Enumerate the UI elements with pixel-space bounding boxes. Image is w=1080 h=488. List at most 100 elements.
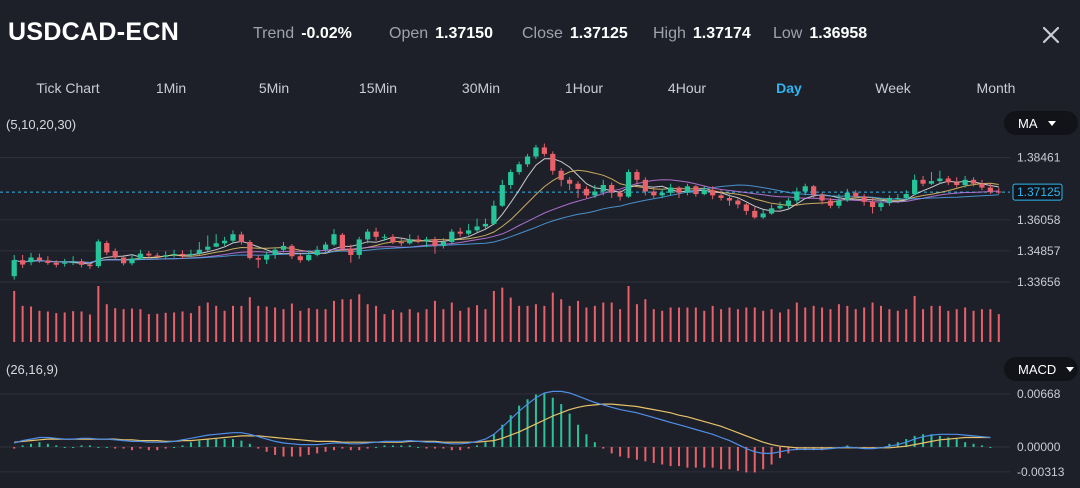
candle bbox=[768, 208, 775, 214]
macd-histogram-bar bbox=[972, 443, 975, 447]
macd-histogram-bar bbox=[139, 447, 142, 449]
macd-histogram-bar bbox=[467, 447, 470, 449]
volume-bar bbox=[501, 287, 504, 342]
volume-bar bbox=[173, 312, 176, 342]
macd-histogram-bar bbox=[829, 447, 832, 449]
candle bbox=[760, 213, 766, 218]
macd-histogram-bar bbox=[391, 445, 394, 447]
candle bbox=[280, 245, 287, 250]
macd-histogram-bar bbox=[131, 447, 134, 451]
macd-histogram-bar bbox=[787, 447, 790, 454]
macd-histogram-bar bbox=[223, 439, 226, 447]
volume-bar bbox=[635, 304, 638, 342]
tab-30min[interactable]: 30Min bbox=[461, 80, 501, 96]
candle bbox=[844, 192, 850, 201]
candle bbox=[95, 241, 101, 267]
macd-histogram-bar bbox=[324, 447, 327, 452]
macd-histogram-bar bbox=[156, 447, 159, 451]
chevron-down-icon bbox=[1066, 366, 1075, 372]
high-stat: High 1.37174 bbox=[653, 25, 751, 43]
volume-bar bbox=[383, 314, 386, 342]
volume-bar bbox=[198, 305, 201, 342]
volume-bar bbox=[778, 312, 781, 342]
volume-bar bbox=[829, 309, 832, 342]
tab-1min[interactable]: 1Min bbox=[155, 80, 187, 96]
trend-value: -0.02% bbox=[301, 25, 352, 42]
tab-4hour[interactable]: 4Hour bbox=[667, 80, 707, 96]
volume-bar bbox=[720, 309, 723, 342]
macd-histogram-bar bbox=[38, 442, 41, 447]
macd-select-value: MACD bbox=[1018, 361, 1057, 377]
candle bbox=[541, 147, 547, 154]
candle bbox=[811, 186, 817, 196]
candle bbox=[11, 260, 17, 277]
tab-month[interactable]: Month bbox=[976, 80, 1016, 96]
macd-tick-label: 0.00668 bbox=[1017, 387, 1061, 401]
candle bbox=[213, 243, 219, 247]
candle bbox=[331, 234, 337, 245]
price-tick-label: 1.34857 bbox=[1017, 244, 1061, 258]
candle bbox=[238, 234, 245, 242]
candle bbox=[466, 230, 472, 234]
volume-bar bbox=[316, 309, 319, 342]
macd-histogram-bar bbox=[442, 447, 445, 449]
macd-histogram-bar bbox=[198, 440, 201, 447]
candle bbox=[188, 253, 194, 255]
candle bbox=[104, 243, 110, 253]
tab-5min[interactable]: 5Min bbox=[258, 80, 290, 96]
current-price-label: 1.37125 bbox=[1017, 185, 1061, 199]
tab-tick-chart[interactable]: Tick Chart bbox=[36, 80, 100, 96]
tab-1hour[interactable]: 1Hour bbox=[564, 80, 604, 96]
macd-histogram-bar bbox=[332, 447, 335, 451]
macd-histogram-bar bbox=[366, 447, 369, 449]
macd-histogram-bar bbox=[602, 447, 605, 449]
macd-histogram-bar bbox=[644, 447, 647, 462]
macd-histogram-bar bbox=[46, 443, 49, 447]
volume-bar bbox=[131, 308, 134, 342]
macd-tick-label: 0.00000 bbox=[1017, 440, 1061, 454]
candle bbox=[255, 258, 261, 260]
macd-histogram-bar bbox=[560, 404, 563, 447]
volume-bar bbox=[181, 311, 184, 342]
candle bbox=[996, 191, 1002, 193]
macd-histogram-bar bbox=[55, 445, 58, 447]
candle bbox=[179, 253, 186, 255]
macd-histogram-bar bbox=[619, 447, 622, 457]
macd-indicator-select[interactable]: MACD bbox=[1004, 357, 1078, 381]
candle bbox=[524, 156, 531, 165]
volume-bar bbox=[947, 310, 950, 342]
tab-15min[interactable]: 15Min bbox=[358, 80, 398, 96]
macd-signal-line bbox=[14, 403, 991, 449]
ma-indicator-select[interactable]: MA bbox=[1004, 111, 1078, 135]
candle bbox=[196, 249, 202, 254]
volume-bar bbox=[585, 307, 588, 342]
macd-histogram-bar bbox=[846, 445, 849, 447]
candle bbox=[802, 186, 808, 192]
close-button[interactable] bbox=[1038, 22, 1064, 48]
candle bbox=[583, 188, 590, 196]
macd-histogram-bar bbox=[989, 447, 992, 448]
volume-bar bbox=[417, 312, 420, 342]
tab-day[interactable]: Day bbox=[776, 80, 802, 96]
volume-bar bbox=[358, 294, 361, 342]
volume-bar bbox=[787, 309, 790, 342]
macd-histogram-bar bbox=[879, 447, 882, 448]
macd-histogram-bar bbox=[762, 447, 765, 470]
tab-week[interactable]: Week bbox=[875, 80, 911, 96]
macd-histogram-bar bbox=[114, 447, 117, 449]
volume-bar bbox=[257, 305, 260, 342]
candle bbox=[726, 197, 733, 201]
candle bbox=[381, 236, 388, 238]
candle bbox=[78, 261, 85, 265]
macd-histogram-bar bbox=[938, 435, 941, 447]
macd-histogram-bar bbox=[543, 392, 546, 447]
macd-histogram-bar bbox=[240, 440, 243, 447]
volume-bar bbox=[341, 299, 344, 342]
macd-histogram-bar bbox=[913, 435, 916, 447]
volume-bar bbox=[450, 302, 453, 342]
candle bbox=[836, 200, 842, 206]
volume-bar bbox=[114, 308, 117, 342]
candle bbox=[516, 164, 522, 173]
timeframe-tabs: Tick Chart 1Min 5Min 15Min 30Min 1Hour 4… bbox=[0, 74, 1080, 102]
candle bbox=[575, 183, 581, 189]
